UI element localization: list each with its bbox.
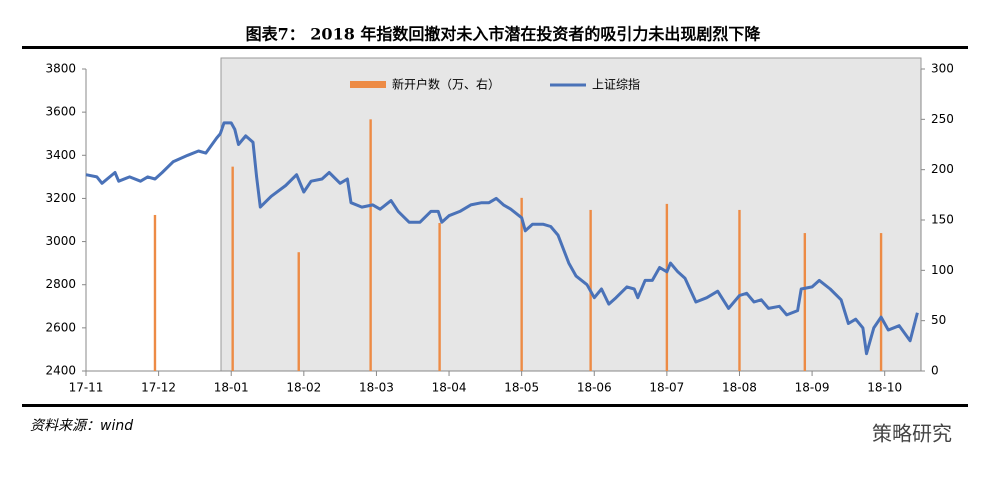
- x-tick-label: 18-06: [577, 381, 612, 395]
- y-tick-label: 3600: [45, 105, 76, 119]
- y2-tick-label: 200: [931, 162, 954, 176]
- y-tick-label: 2600: [45, 320, 76, 334]
- y-tick-label: 2800: [45, 277, 76, 291]
- legend-label: 上证综指: [592, 77, 640, 92]
- y-tick-label: 3800: [45, 62, 76, 76]
- bar: [520, 197, 523, 371]
- bar: [153, 214, 157, 371]
- y2-tick-label: 0: [931, 364, 939, 378]
- x-tick-label: 18-08: [722, 381, 757, 395]
- y-tick-label: 3400: [45, 148, 76, 162]
- bar: [369, 119, 372, 371]
- x-tick-label: 18-09: [795, 381, 830, 395]
- x-tick-label: 18-02: [286, 381, 321, 395]
- y2-tick-label: 300: [931, 62, 954, 76]
- x-tick-label: 18-04: [432, 381, 467, 395]
- chart-title: 图表7： 2018 年指数回撤对未入市潜在投资者的吸引力未出现剧烈下降: [246, 25, 762, 44]
- highlight-region: [220, 57, 922, 372]
- bar: [665, 203, 669, 371]
- footer-rule: [22, 404, 968, 407]
- y-tick-label: 3200: [45, 191, 76, 205]
- bar: [438, 223, 441, 371]
- legend-label: 新开户数（万、右）: [392, 77, 500, 92]
- bar: [297, 252, 300, 371]
- source: 资料来源：wind: [30, 418, 133, 434]
- y-tick-label: 3000: [45, 234, 76, 248]
- x-tick-label: 18-07: [649, 381, 684, 395]
- y-tick-label: 2400: [45, 364, 76, 378]
- x-tick-label: 18-05: [504, 381, 539, 395]
- bar: [231, 166, 234, 371]
- y2-tick-label: 100: [931, 263, 954, 277]
- y2-tick-label: 250: [931, 112, 954, 126]
- y2-tick-label: 50: [931, 313, 946, 327]
- index-line: [85, 121, 919, 356]
- x-tick-label: 18-01: [214, 381, 249, 395]
- legend-swatch: [350, 81, 386, 88]
- x-tick-label: 17-11: [69, 381, 104, 395]
- x-tick-label: 18-10: [867, 381, 902, 395]
- bar: [738, 209, 741, 371]
- bar: [879, 233, 883, 371]
- watermark: 策略研究: [872, 422, 952, 446]
- title-rule: [22, 46, 968, 49]
- x-tick-label: 17-12: [141, 381, 176, 395]
- bar: [803, 233, 807, 371]
- x-tick-label: 18-03: [359, 381, 394, 395]
- y2-tick-label: 150: [931, 213, 954, 227]
